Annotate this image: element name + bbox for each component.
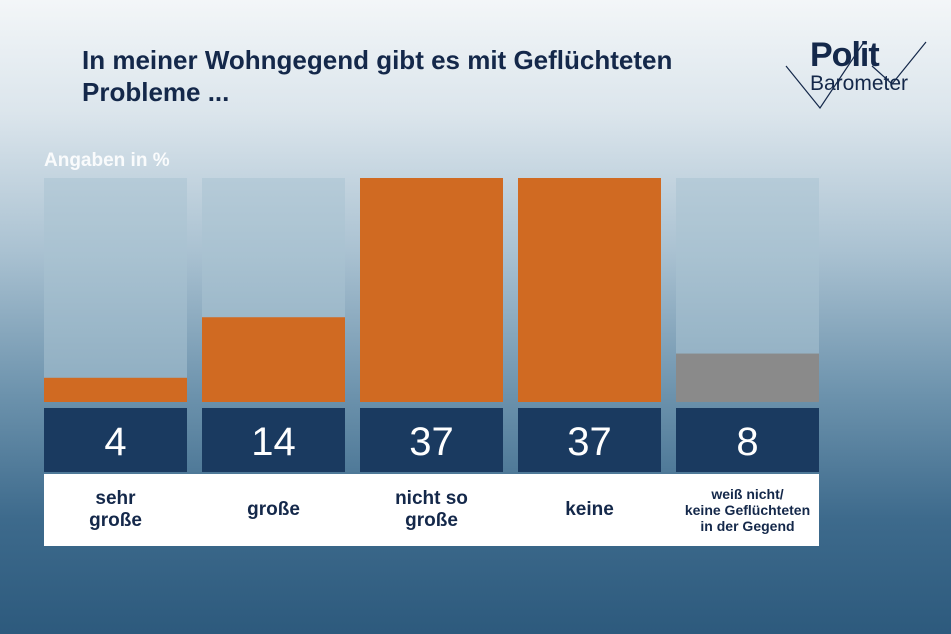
category-label: nicht so große <box>395 488 468 531</box>
value-band <box>676 408 819 472</box>
logo-line1: Polit <box>810 36 880 74</box>
value-band <box>202 408 345 472</box>
value-label: 4 <box>104 420 126 464</box>
bar <box>202 317 345 402</box>
checkmark-icon <box>785 41 927 110</box>
logo-line2: Barometer <box>810 72 909 95</box>
value-label: 14 <box>251 420 296 464</box>
category-label: sehr große <box>89 488 142 531</box>
value-label: 8 <box>736 420 758 464</box>
category-label: keine <box>565 499 614 520</box>
category-label: weiß nicht/ keine Geflüchteten in der Ge… <box>684 486 811 534</box>
value-band <box>518 408 661 472</box>
chart-title: In meiner Wohngegend gibt es mit Geflüch… <box>82 45 673 107</box>
value-band <box>360 408 503 472</box>
bar <box>44 377 187 402</box>
bar <box>518 178 661 402</box>
bar <box>360 178 503 402</box>
bar <box>676 353 819 402</box>
bar-track <box>44 178 187 402</box>
politbarometer-logo: Polit Barometer <box>780 36 940 116</box>
value-label: 37 <box>409 420 454 464</box>
value-band <box>44 408 187 472</box>
value-label: 37 <box>567 420 612 464</box>
category-label: große <box>247 499 300 520</box>
chart-subtitle: Angaben in % <box>44 150 170 171</box>
category-label-band <box>44 474 819 546</box>
